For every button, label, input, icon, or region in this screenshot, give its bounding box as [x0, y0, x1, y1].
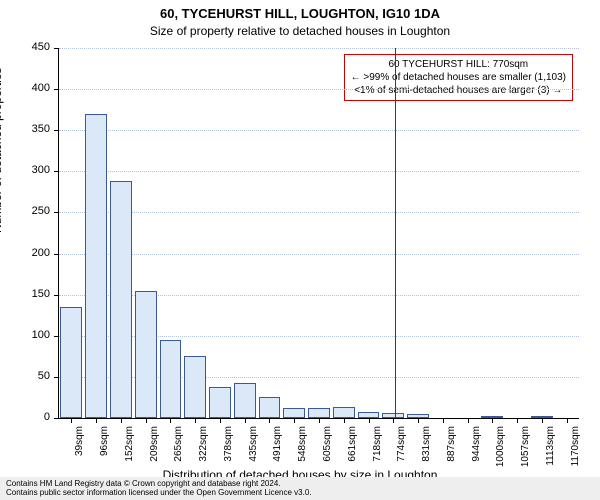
xtick-mark [344, 418, 345, 423]
xtick-mark [96, 418, 97, 423]
xtick-mark [468, 418, 469, 423]
ytick-label: 350 [10, 123, 50, 135]
ytick-label: 200 [10, 247, 50, 259]
ytick-label: 150 [10, 288, 50, 300]
annotation-box: 60 TYCEHURST HILL: 770sqm ← >99% of deta… [344, 54, 573, 101]
title-sub: Size of property relative to detached ho… [0, 24, 600, 38]
plot-area: 60 TYCEHURST HILL: 770sqm ← >99% of deta… [58, 48, 579, 419]
ytick-mark [54, 254, 59, 255]
ytick-mark [54, 418, 59, 419]
annotation-line3: <1% of semi-detached houses are larger (… [351, 84, 566, 97]
xtick-mark [269, 418, 270, 423]
histogram-bar [308, 408, 330, 418]
xtick-mark [71, 418, 72, 423]
xtick-label: 831sqm [421, 426, 432, 476]
xtick-mark [220, 418, 221, 423]
xtick-label: 435sqm [248, 426, 259, 476]
xtick-label: 774sqm [396, 426, 407, 476]
xtick-mark [195, 418, 196, 423]
ytick-label: 50 [10, 370, 50, 382]
xtick-mark [418, 418, 419, 423]
ytick-mark [54, 377, 59, 378]
histogram-bar [60, 307, 82, 418]
gridline [59, 171, 579, 172]
xtick-label: 265sqm [173, 426, 184, 476]
xtick-mark [517, 418, 518, 423]
xtick-mark [121, 418, 122, 423]
xtick-label: 718sqm [372, 426, 383, 476]
histogram-bar [110, 181, 132, 418]
xtick-mark [443, 418, 444, 423]
marker-line [395, 48, 396, 418]
footer-line1: Contains HM Land Registry data © Crown c… [6, 479, 594, 489]
xtick-mark [492, 418, 493, 423]
histogram-bar [259, 397, 281, 418]
ytick-mark [54, 171, 59, 172]
xtick-mark [542, 418, 543, 423]
histogram-bar [135, 291, 157, 418]
xtick-mark [393, 418, 394, 423]
ytick-mark [54, 212, 59, 213]
xtick-mark [567, 418, 568, 423]
annotation-line1: 60 TYCEHURST HILL: 770sqm [351, 58, 566, 71]
gridline [59, 130, 579, 131]
xtick-mark [319, 418, 320, 423]
ytick-mark [54, 48, 59, 49]
y-axis-label: Number of detached properties [0, 68, 4, 233]
xtick-label: 1000sqm [495, 426, 506, 476]
gridline [59, 212, 579, 213]
xtick-label: 96sqm [99, 426, 110, 476]
chart-container: 60, TYCEHURST HILL, LOUGHTON, IG10 1DA S… [0, 0, 600, 500]
xtick-label: 152sqm [124, 426, 135, 476]
annotation-line2: ← >99% of detached houses are smaller (1… [351, 71, 566, 84]
gridline [59, 89, 579, 90]
xtick-label: 322sqm [198, 426, 209, 476]
histogram-bar [184, 356, 206, 418]
ytick-label: 250 [10, 205, 50, 217]
title-main: 60, TYCEHURST HILL, LOUGHTON, IG10 1DA [0, 6, 600, 21]
xtick-mark [146, 418, 147, 423]
xtick-label: 661sqm [347, 426, 358, 476]
histogram-bar [160, 340, 182, 418]
xtick-label: 491sqm [272, 426, 283, 476]
footer-line2: Contains public sector information licen… [6, 488, 594, 498]
footer: Contains HM Land Registry data © Crown c… [0, 477, 600, 500]
ytick-label: 300 [10, 164, 50, 176]
xtick-label: 39sqm [74, 426, 85, 476]
gridline [59, 48, 579, 49]
ytick-mark [54, 130, 59, 131]
xtick-mark [369, 418, 370, 423]
ytick-mark [54, 89, 59, 90]
histogram-bar [209, 387, 231, 418]
xtick-label: 887sqm [446, 426, 457, 476]
ytick-label: 400 [10, 82, 50, 94]
xtick-label: 378sqm [223, 426, 234, 476]
xtick-label: 1113sqm [545, 426, 556, 476]
xtick-label: 548sqm [297, 426, 308, 476]
ytick-label: 450 [10, 41, 50, 53]
xtick-mark [170, 418, 171, 423]
xtick-label: 1057sqm [520, 426, 531, 476]
xtick-label: 209sqm [149, 426, 160, 476]
histogram-bar [283, 408, 305, 418]
xtick-mark [245, 418, 246, 423]
xtick-label: 605sqm [322, 426, 333, 476]
histogram-bar [85, 114, 107, 418]
ytick-mark [54, 336, 59, 337]
xtick-label: 944sqm [471, 426, 482, 476]
histogram-bar [333, 407, 355, 418]
xtick-mark [294, 418, 295, 423]
xtick-label: 1170sqm [570, 426, 581, 476]
gridline [59, 254, 579, 255]
ytick-label: 100 [10, 329, 50, 341]
histogram-bar [234, 383, 256, 418]
ytick-mark [54, 295, 59, 296]
ytick-label: 0 [10, 411, 50, 423]
